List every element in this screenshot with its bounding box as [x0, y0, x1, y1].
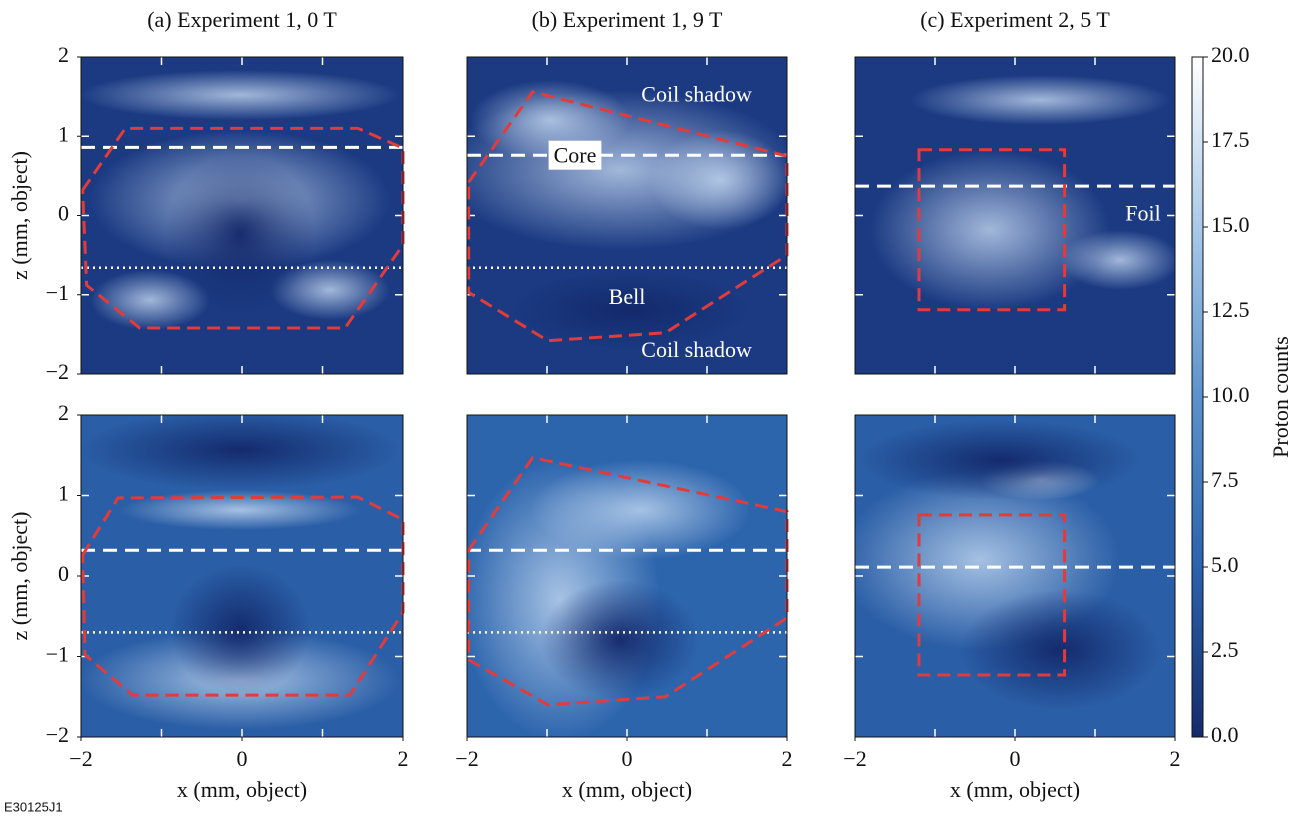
colorbar-label: Proton counts	[1268, 336, 1293, 458]
x-tick-label: −2	[455, 746, 478, 771]
y-tick-label: 0	[58, 201, 69, 226]
colorbar-tick-label: 12.5	[1211, 297, 1250, 322]
dark-feature	[165, 155, 315, 315]
y-tick-label: 2	[58, 42, 69, 67]
bright-feature	[870, 150, 1110, 310]
y-tick-label: 1	[58, 121, 69, 146]
x-tick-label: 2	[398, 746, 409, 771]
figure-id: E30125J1	[4, 799, 63, 814]
colorbar-tick-label: 7.5	[1211, 467, 1239, 492]
radiograph	[840, 415, 1175, 737]
annotation: Core	[554, 143, 597, 168]
panel: −2 −1 0 1 2 (a) Experiment 1, 0 T z (mm, objec…	[7, 7, 403, 384]
dark-feature	[80, 410, 400, 490]
dark-feature	[960, 590, 1160, 710]
x-axis-label: x (mm, object)	[177, 777, 307, 802]
bright-feature	[650, 130, 790, 230]
colorbar	[1192, 57, 1203, 737]
y-axis-label: z (mm, object)	[7, 151, 32, 280]
panel: −2 0 2 −2 −1 0 1 2 x (mm, object) z (mm, object)	[7, 400, 408, 802]
y-tick-label: −1	[46, 642, 69, 667]
y-tick-label: −2	[46, 359, 69, 384]
dark-feature	[170, 565, 310, 695]
y-tick-label: 2	[58, 400, 69, 425]
panel: −2 0 2 x (mm, object)	[840, 415, 1181, 802]
figure: E30125J1 −2 −1 0 1 2 (a) Experiment 1, 0 T z (…	[0, 0, 1302, 821]
bright-feature	[530, 460, 750, 560]
annotation: Coil shadow	[641, 337, 752, 362]
panel: −2 0 2 x (mm, object)	[455, 415, 792, 802]
colorbar-tick-label: 0.0	[1211, 722, 1239, 747]
bright-feature	[910, 75, 1170, 125]
x-tick-label: 2	[1170, 746, 1181, 771]
panel: Foil (c) Experiment 2, 5 T	[855, 7, 1180, 374]
x-tick-label: 0	[622, 746, 633, 771]
x-tick-label: 2	[782, 746, 793, 771]
x-axis-label: x (mm, object)	[562, 777, 692, 802]
radiograph	[460, 415, 787, 740]
y-tick-label: −1	[46, 280, 69, 305]
y-tick-label: 1	[58, 481, 69, 506]
annotation: Foil	[1125, 201, 1160, 226]
annotation: Bell	[609, 284, 646, 309]
colorbar-tick-label: 2.5	[1211, 637, 1239, 662]
dark-feature	[860, 420, 1140, 500]
radiograph	[80, 57, 403, 374]
bright-feature	[1060, 230, 1180, 290]
panel-title: (b) Experiment 1, 9 T	[532, 7, 723, 32]
panel-title: (c) Experiment 2, 5 T	[920, 7, 1110, 32]
annotation: Coil shadow	[641, 82, 752, 107]
x-tick-label: −2	[69, 746, 92, 771]
y-tick-label: −2	[46, 722, 69, 747]
panel-title: (a) Experiment 1, 0 T	[147, 7, 337, 32]
colorbar-tick-label: 20.0	[1211, 42, 1250, 67]
colorbar-tick-label: 15.0	[1211, 212, 1250, 237]
colorbar-tick-label: 17.5	[1211, 127, 1250, 152]
colorbar-tick-label: 10.0	[1211, 382, 1250, 407]
bright-feature	[80, 70, 400, 120]
x-tick-label: 0	[1010, 746, 1021, 771]
x-axis-label: x (mm, object)	[950, 777, 1080, 802]
dark-feature	[540, 580, 700, 700]
x-tick-label: 0	[237, 746, 248, 771]
panel: Coil shadow Core Bell Coil shadow (b) Experi…	[440, 7, 800, 374]
colorbar-tick-label: 5.0	[1211, 552, 1239, 577]
y-axis-label: z (mm, object)	[7, 512, 32, 641]
x-tick-label: −2	[843, 746, 866, 771]
y-tick-label: 0	[58, 561, 69, 586]
bright-feature	[120, 490, 360, 530]
